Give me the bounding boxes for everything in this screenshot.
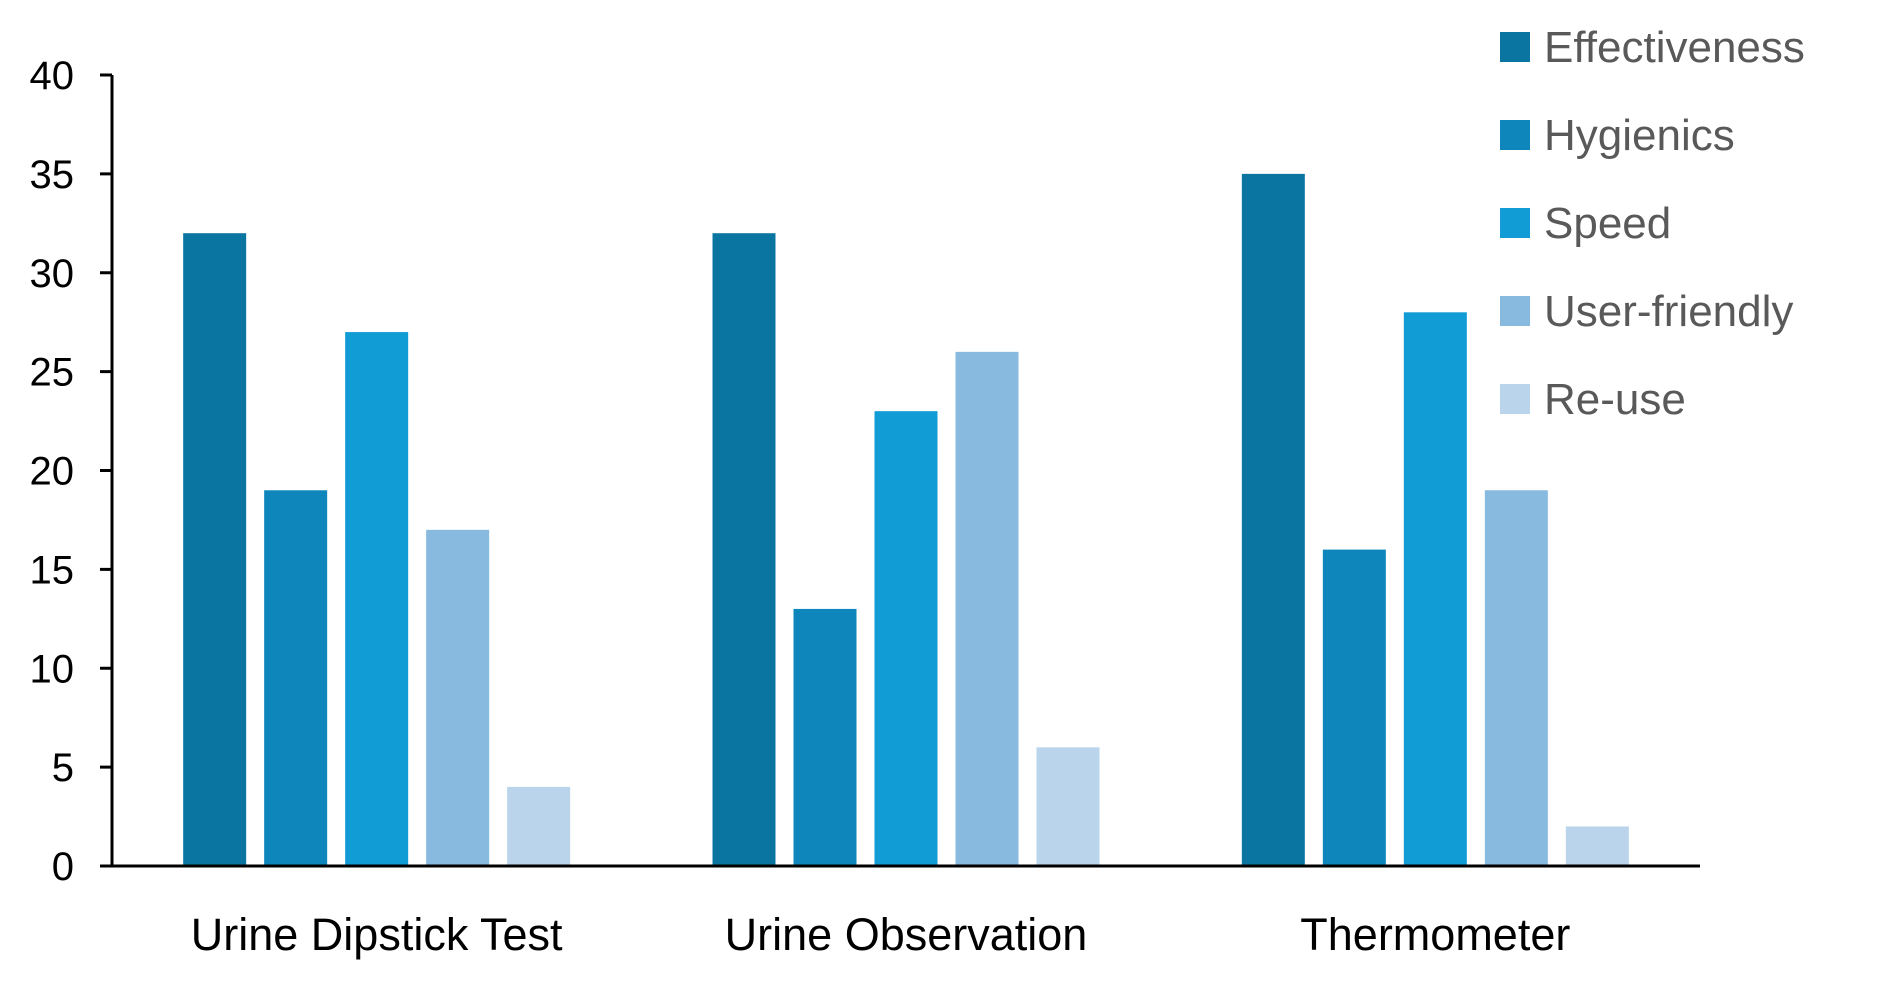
y-tick-label: 0	[52, 845, 74, 889]
legend: Effectiveness Hygienics Speed User-friendly…	[1500, 23, 1805, 424]
y-tick-label: 40	[30, 54, 75, 98]
legend-swatch	[1500, 296, 1530, 326]
bar-re-use-3	[1565, 826, 1629, 866]
y-tick-label: 20	[30, 450, 75, 494]
bar-effectiveness-3	[1241, 173, 1305, 866]
bar-speed-2	[874, 411, 938, 866]
x-category-label: Thermometer	[1300, 909, 1570, 960]
bars-group	[183, 173, 1629, 867]
bar-user-friendly-1	[426, 529, 490, 866]
legend-label: Re-use	[1544, 375, 1686, 424]
legend-label: Speed	[1544, 199, 1671, 248]
bar-user-friendly-3	[1484, 490, 1548, 866]
legend-swatch	[1500, 120, 1530, 150]
x-category-label: Urine Observation	[725, 909, 1088, 960]
legend-label: Effectiveness	[1544, 23, 1805, 72]
bar-re-use-1	[507, 786, 571, 866]
y-tick-label: 15	[30, 548, 75, 592]
bar-effectiveness-2	[712, 233, 776, 866]
y-tick-label: 35	[30, 153, 75, 197]
bar-speed-1	[345, 332, 409, 866]
bar-effectiveness-1	[183, 233, 247, 866]
bar-hygienics-3	[1322, 549, 1386, 866]
legend-swatch	[1500, 32, 1530, 62]
legend-swatch	[1500, 208, 1530, 238]
legend-swatch	[1500, 384, 1530, 414]
bar-user-friendly-2	[955, 351, 1019, 867]
bar-re-use-2	[1036, 747, 1100, 866]
y-tick-label: 5	[52, 746, 74, 790]
y-tick-label: 30	[30, 252, 75, 296]
legend-label: Hygienics	[1544, 111, 1735, 160]
y-axis: 0 5 10 15 20 25 30 35 40	[30, 54, 114, 889]
legend-label: User-friendly	[1544, 287, 1793, 336]
bar-hygienics-1	[264, 490, 328, 866]
bar-hygienics-2	[793, 608, 857, 866]
y-tick-label: 10	[30, 647, 75, 691]
y-tick-label: 25	[30, 351, 75, 395]
x-axis: Urine Dipstick Test Urine Observation Ther…	[112, 864, 1700, 960]
bar-speed-3	[1403, 312, 1467, 866]
x-category-label: Urine Dipstick Test	[191, 909, 563, 960]
